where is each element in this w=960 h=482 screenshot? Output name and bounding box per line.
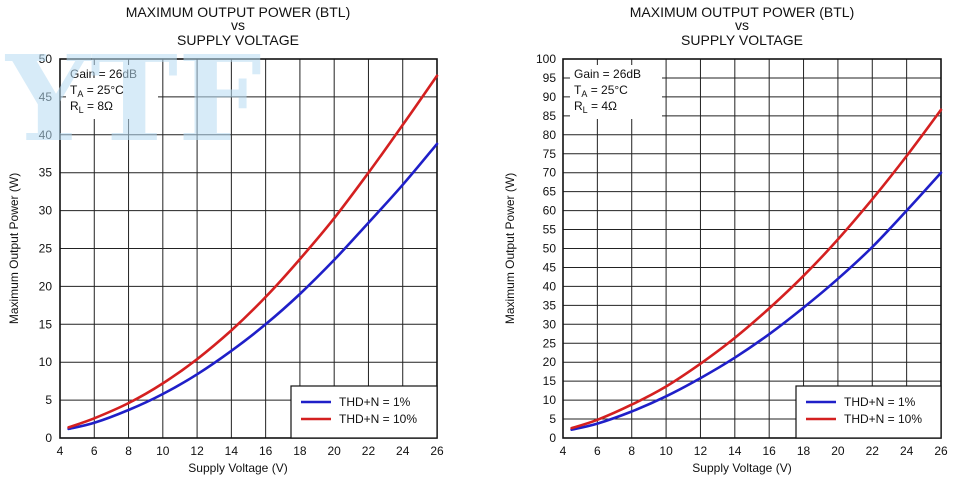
y-tick-label: 100 — [536, 52, 556, 66]
legend-label: THD+N = 1% — [844, 395, 916, 409]
y-tick-label: 50 — [39, 52, 53, 66]
x-tick-label: 26 — [430, 444, 444, 458]
y-tick-label: 35 — [543, 298, 557, 312]
x-tick-label: 18 — [293, 444, 307, 458]
y-tick-label: 40 — [543, 279, 557, 293]
x-tick-label: 26 — [934, 444, 948, 458]
annotation-gain: Gain = 26dB — [70, 67, 137, 81]
annotation-background — [570, 65, 662, 119]
y-tick-label: 45 — [39, 90, 53, 104]
x-tick-label: 22 — [866, 444, 880, 458]
y-tick-label: 5 — [45, 393, 52, 407]
x-tick-label: 18 — [797, 444, 811, 458]
y-tick-label: 55 — [543, 223, 557, 237]
x-axis-label: Supply Voltage (V) — [692, 461, 791, 475]
x-tick-label: 14 — [728, 444, 742, 458]
x-tick-label: 20 — [328, 444, 342, 458]
y-tick-label: 85 — [543, 109, 557, 123]
x-tick-label: 4 — [57, 444, 64, 458]
annotation-load: RL = 4Ω — [574, 99, 617, 115]
x-tick-label: 10 — [156, 444, 170, 458]
y-tick-label: 20 — [39, 279, 53, 293]
plot-frame — [59, 58, 438, 439]
annotation-gain: Gain = 26dB — [574, 67, 641, 81]
y-tick-label: 15 — [39, 317, 53, 331]
y-tick-label: 5 — [549, 412, 556, 426]
x-tick-label: 8 — [628, 444, 635, 458]
y-tick-label: 70 — [543, 166, 557, 180]
y-tick-label: 90 — [543, 90, 557, 104]
y-axis-label: Maximum Output Power (W) — [503, 173, 517, 324]
x-tick-label: 6 — [91, 444, 98, 458]
y-tick-label: 45 — [543, 260, 557, 274]
y-tick-label: 10 — [39, 355, 53, 369]
y-tick-label: 50 — [543, 242, 557, 256]
y-tick-label: 30 — [543, 317, 557, 331]
x-tick-label: 10 — [659, 444, 673, 458]
x-tick-label: 12 — [190, 444, 204, 458]
x-tick-label: 6 — [594, 444, 601, 458]
y-tick-label: 60 — [543, 204, 557, 218]
y-tick-label: 20 — [543, 355, 557, 369]
legend-label: THD+N = 10% — [844, 412, 922, 426]
chart-title-vs: vs — [231, 17, 245, 33]
y-tick-label: 40 — [39, 128, 53, 142]
chart-title: MAXIMUM OUTPUT POWER (BTL) — [630, 4, 855, 20]
x-tick-label: 20 — [831, 444, 845, 458]
x-tick-label: 8 — [125, 444, 132, 458]
x-tick-label: 16 — [259, 444, 273, 458]
x-tick-label: 16 — [763, 444, 777, 458]
series-line-thd-1pct — [67, 142, 439, 431]
plot-frame — [562, 58, 942, 439]
legend: THD+N = 1% THD+N = 10% — [795, 385, 942, 439]
y-tick-label: 35 — [39, 166, 53, 180]
chart-title-vs: vs — [735, 17, 749, 33]
x-tick-label: 14 — [225, 444, 239, 458]
chart-title-line3: SUPPLY VOLTAGE — [177, 32, 299, 48]
annotation-background — [66, 65, 158, 119]
chart-title: MAXIMUM OUTPUT POWER (BTL) — [126, 4, 351, 20]
legend-box — [795, 385, 942, 439]
y-tick-label: 75 — [543, 147, 557, 161]
legend-label: THD+N = 10% — [339, 412, 417, 426]
y-tick-label: 80 — [543, 128, 557, 142]
annotation-temperature: TA = 25°C — [70, 83, 124, 99]
series-line-thd-10pct — [67, 74, 439, 429]
x-axis-label: Supply Voltage (V) — [188, 461, 287, 475]
y-tick-label: 0 — [549, 431, 556, 445]
chart-title-line3: SUPPLY VOLTAGE — [681, 32, 803, 48]
annotation-load: RL = 8Ω — [70, 99, 113, 115]
x-tick-label: 24 — [900, 444, 914, 458]
x-tick-label: 12 — [694, 444, 708, 458]
annotation-temperature: TA = 25°C — [574, 83, 628, 99]
series-line-thd-1pct — [570, 171, 943, 431]
x-tick-label: 4 — [560, 444, 567, 458]
watermark-logo: YTF — [4, 29, 262, 168]
y-tick-label: 25 — [39, 242, 53, 256]
legend: THD+N = 1% THD+N = 10% — [290, 385, 438, 439]
x-tick-label: 24 — [396, 444, 410, 458]
y-tick-label: 15 — [543, 374, 557, 388]
y-tick-label: 30 — [39, 204, 53, 218]
y-axis-label: Maximum Output Power (W) — [7, 173, 21, 324]
y-tick-label: 65 — [543, 185, 557, 199]
y-tick-label: 25 — [543, 336, 557, 350]
legend-box — [290, 385, 438, 439]
legend-label: THD+N = 1% — [339, 395, 411, 409]
y-tick-label: 0 — [45, 431, 52, 445]
x-tick-label: 22 — [362, 444, 376, 458]
y-tick-label: 95 — [543, 71, 557, 85]
y-tick-label: 10 — [543, 393, 557, 407]
series-line-thd-10pct — [570, 108, 943, 430]
